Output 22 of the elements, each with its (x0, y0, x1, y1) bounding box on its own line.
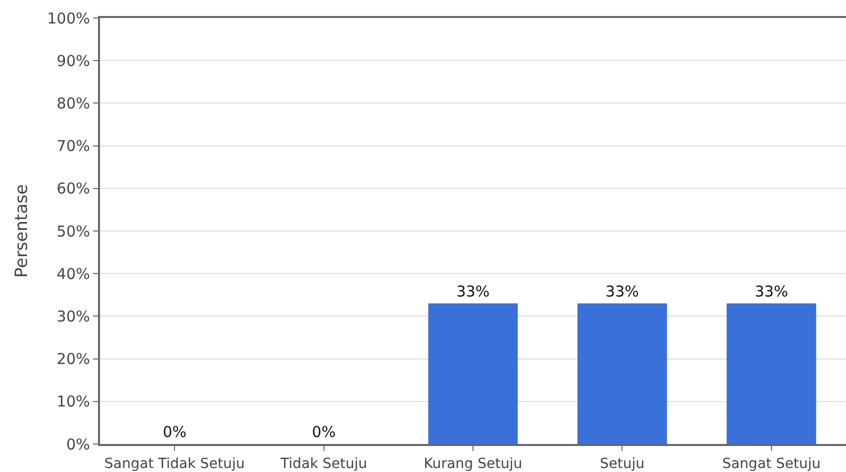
data-label: 33% (456, 282, 490, 300)
x-tick-label: Kurang Setuju (424, 456, 522, 472)
x-tick-label: Sangat Setuju (722, 456, 821, 472)
y-tick-label: 20% (56, 350, 90, 368)
y-tick-label: 90% (56, 52, 90, 70)
y-tick-label: 40% (56, 264, 90, 283)
y-tick-label: 0% (66, 435, 90, 454)
y-tick-label: 70% (56, 137, 90, 156)
y-tick-label: 60% (56, 180, 90, 198)
y-tick-label: 50% (56, 222, 90, 240)
y-tick-label: 80% (56, 94, 90, 112)
y-tick-label: 10% (56, 392, 90, 411)
data-label: 33% (606, 282, 639, 300)
data-label: 0% (162, 423, 186, 441)
y-tick-label: 30% (56, 307, 90, 326)
x-tick-label: Tidak Setuju (279, 456, 368, 472)
x-tick-label: Setuju (600, 456, 645, 472)
data-label: 0% (312, 423, 336, 441)
y-tick-label: 100% (47, 9, 90, 28)
x-tick-label: Sangat Tidak Setuju (104, 456, 245, 472)
y-axis-title: Persentase (12, 184, 32, 278)
data-label: 33% (754, 282, 788, 300)
